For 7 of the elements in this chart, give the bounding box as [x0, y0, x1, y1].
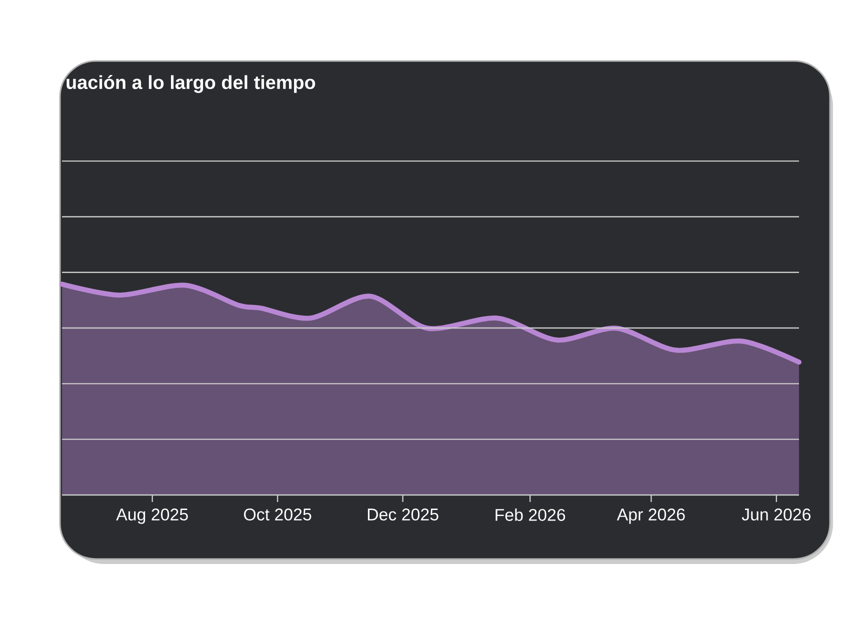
x-tick-label: Aug 2025 — [116, 508, 188, 524]
x-tick-label: Feb 2026 — [496, 508, 566, 521]
x-tick-label: Apr 2026 — [616, 508, 685, 524]
x-tick-label: Jun 2026 — [742, 508, 810, 520]
x-tick-label: Dec 2025 — [368, 508, 438, 520]
x-tick-label: Oct 2025 — [244, 508, 312, 520]
chart-title: uación a lo largo del tiempo — [66, 75, 316, 93]
